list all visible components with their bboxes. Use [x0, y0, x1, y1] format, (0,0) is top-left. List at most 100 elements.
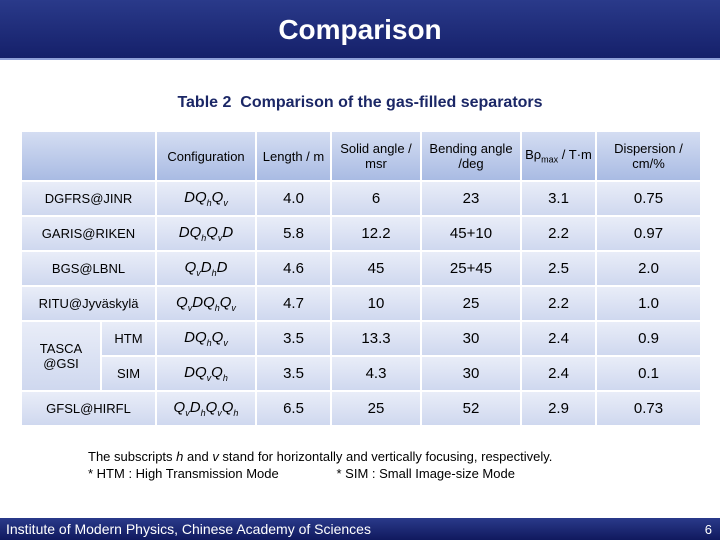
subscript: h — [201, 233, 207, 243]
corner-cell — [20, 130, 157, 182]
text: DQ — [184, 189, 207, 206]
column-header: Length / m — [255, 130, 332, 182]
column-header: Solid angle / msr — [330, 130, 422, 182]
subscript: v — [231, 303, 236, 313]
cell: 52 — [420, 390, 522, 427]
cell: 3.5 — [255, 355, 332, 392]
cell: 25 — [420, 285, 522, 322]
notes: The subscripts h and v stand for horizon… — [88, 448, 552, 482]
configuration: DQhQv — [155, 180, 257, 217]
table-row: RITU@Jyväskylä QvDQhQv 4.7 10 25 2.2 1.0 — [20, 285, 702, 322]
column-header: Bending angle /deg — [420, 130, 522, 182]
text: DQ — [192, 294, 215, 311]
cell: 2.4 — [520, 355, 597, 392]
note: * HTM : High Transmission Mode * SIM : S… — [88, 465, 552, 482]
italic: h — [176, 449, 184, 464]
row-name: DGFRS@JINR — [20, 180, 157, 217]
banner: Comparison — [0, 0, 720, 60]
subscript: h — [206, 198, 212, 208]
cell: 45 — [330, 250, 422, 287]
cell: 0.1 — [595, 355, 702, 392]
text: D — [200, 259, 212, 276]
institute: Institute of Modern Physics, Chinese Aca… — [6, 521, 371, 537]
page-number: 6 — [704, 522, 712, 537]
configuration: QvDQhQv — [155, 285, 257, 322]
cell: 1.0 — [595, 285, 702, 322]
cell: 2.2 — [520, 215, 597, 252]
text: / T·m — [558, 147, 592, 163]
cell: 4.0 — [255, 180, 332, 217]
cell: 12.2 — [330, 215, 422, 252]
cell: 13.3 — [330, 320, 422, 357]
text: The subscripts — [88, 449, 177, 464]
title: Comparison — [278, 14, 442, 45]
row-name: GFSL@HIRFL — [20, 390, 157, 427]
text: Q — [176, 294, 188, 311]
table-row: DGFRS@JINR DQhQv 4.0 6 23 3.1 0.75 — [20, 180, 702, 217]
cell: 25 — [330, 390, 422, 427]
configuration: DQvQh — [155, 355, 257, 392]
cell: 6.5 — [255, 390, 332, 427]
text: DQ — [184, 364, 207, 381]
cell: 2.0 — [595, 250, 702, 287]
text: Q — [211, 364, 223, 381]
text: stand for horizontally and vertically fo… — [218, 449, 553, 464]
text: and — [183, 449, 213, 464]
row-mode: HTM — [100, 320, 157, 357]
note: The subscripts h and v stand for horizon… — [88, 448, 552, 465]
cell: 3.1 — [520, 180, 597, 217]
row-name: BGS@LBNL — [20, 250, 157, 287]
text: Solid angle / msr — [340, 141, 412, 171]
cell: 2.2 — [520, 285, 597, 322]
cell: 23 — [420, 180, 522, 217]
table-row: SIM DQvQh 3.5 4.3 30 2.4 0.1 — [21, 355, 702, 392]
subscript: v — [223, 338, 228, 348]
cell: 5.8 — [255, 215, 332, 252]
configuration: QvDhQvQh — [155, 390, 257, 427]
text: Q — [219, 294, 232, 311]
cell: 0.97 — [595, 215, 702, 252]
text: Q — [206, 224, 218, 241]
text: Length / m — [262, 148, 325, 164]
configuration: DQhQv — [155, 320, 257, 357]
column-header: Dispersion / cm/% — [595, 130, 702, 182]
subscript: max — [541, 154, 559, 165]
italic: v — [212, 449, 219, 464]
header-row: Configuration Length / m Solid angle / msr… — [20, 130, 702, 182]
configuration: DQhQvD — [155, 215, 257, 252]
footer-bar: Institute of Modern Physics, Chinese Aca… — [0, 518, 720, 540]
text: * HTM : High Transmission Mode * SIM : S… — [88, 466, 515, 481]
text: D — [216, 259, 228, 276]
table-row: GARIS@RIKEN DQhQvD 5.8 12.2 45+10 2.2 0.97 — [20, 215, 702, 252]
text: Bρ — [525, 147, 542, 163]
text: Q — [173, 399, 186, 416]
cell: 0.75 — [595, 180, 702, 217]
caption: Table 2 Comparison of the gas-filled sep… — [177, 94, 543, 111]
subscript: v — [217, 233, 223, 243]
row-name: RITU@Jyväskylä — [20, 285, 157, 322]
text: D — [222, 224, 234, 241]
text: Dispersion / cm/% — [614, 141, 683, 171]
column-header: Bρmax / T·m — [520, 130, 597, 182]
cell: 2.5 — [520, 250, 597, 287]
subscript: v — [217, 408, 222, 418]
configuration: QvDhD — [155, 250, 257, 287]
text: Q — [205, 399, 218, 416]
table: Configuration Length / m Solid angle / msr… — [20, 130, 702, 427]
text: Configuration — [167, 148, 245, 164]
table-row: BGS@LBNL QvDhD 4.6 45 25+45 2.5 2.0 — [20, 250, 702, 287]
subscript: h — [233, 408, 239, 418]
cell: 10 — [330, 285, 422, 322]
text: DQ — [178, 224, 202, 241]
subscript: v — [196, 268, 201, 278]
text: Q — [184, 259, 197, 276]
cell: 25+45 — [420, 250, 522, 287]
table-body: DGFRS@JINR DQhQv 4.0 6 23 3.1 0.75 GARIS@RIKEN D… — [20, 180, 702, 427]
text: Q — [221, 399, 234, 416]
cell: 4.6 — [255, 250, 332, 287]
text: Q — [211, 329, 224, 346]
cell: 4.3 — [330, 355, 422, 392]
subscript: h — [211, 268, 217, 278]
row-mode: SIM — [100, 355, 157, 392]
